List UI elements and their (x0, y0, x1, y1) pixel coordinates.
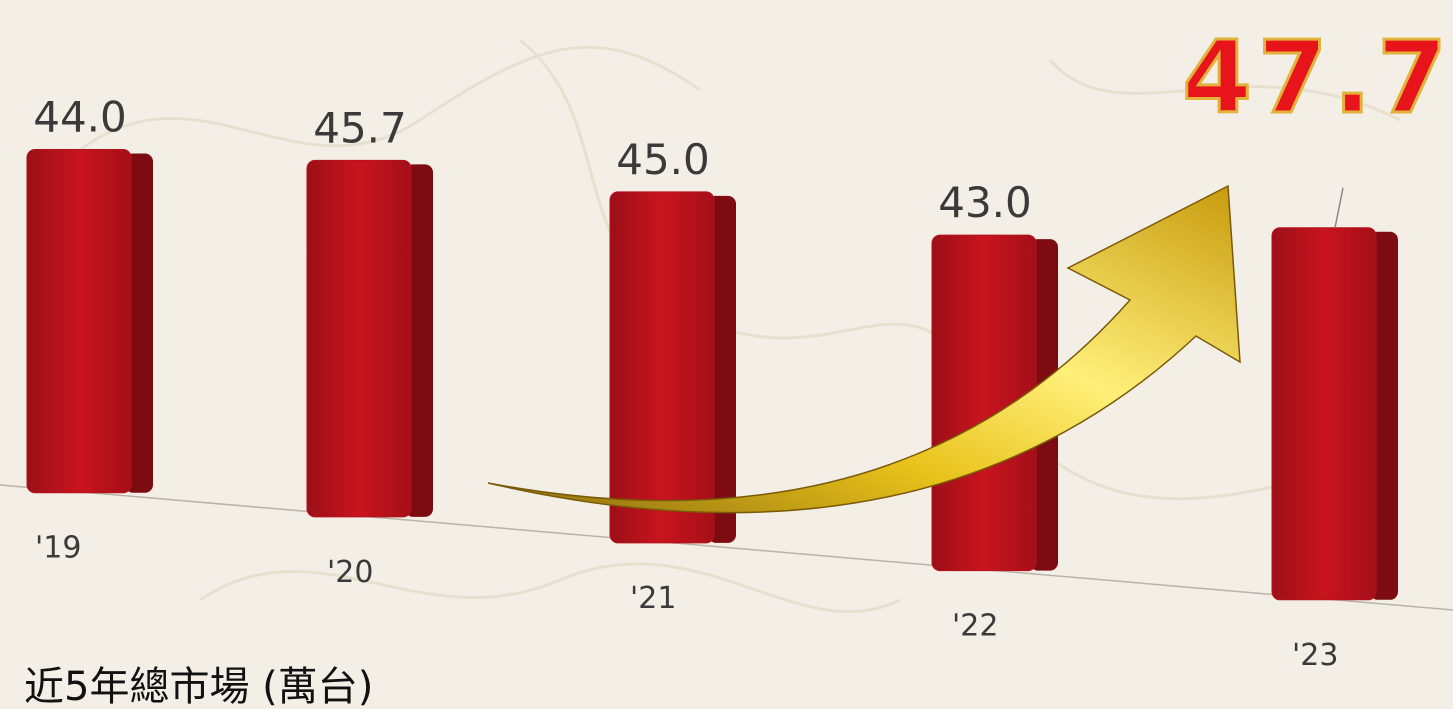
dragon-pattern (79, 38, 1401, 614)
x-tick-label: '21 (630, 581, 676, 616)
x-tick-label: '19 (35, 531, 81, 566)
label-leader (1334, 187, 1344, 228)
value-label: 45.7 (313, 103, 407, 152)
baseline (0, 484, 1453, 611)
bar (1271, 227, 1377, 601)
bar (306, 159, 412, 518)
x-tick-label: '20 (327, 555, 373, 590)
growth-arrow (487, 184, 1241, 514)
value-label: 43.0 (938, 178, 1032, 227)
chart-title: 近5年總市場 (萬台) (24, 664, 373, 709)
bar (609, 191, 715, 544)
bar-side (405, 164, 433, 517)
bar-side (1370, 231, 1398, 600)
x-tick-label: '22 (952, 609, 998, 644)
value-label: 45.0 (616, 135, 710, 184)
value-label: 47.7 (1182, 19, 1453, 136)
bar-side (125, 153, 153, 493)
value-label: 44.0 (33, 93, 127, 142)
bar (26, 149, 132, 494)
bar-side (708, 195, 736, 543)
x-tick-label: '23 (1292, 638, 1338, 673)
